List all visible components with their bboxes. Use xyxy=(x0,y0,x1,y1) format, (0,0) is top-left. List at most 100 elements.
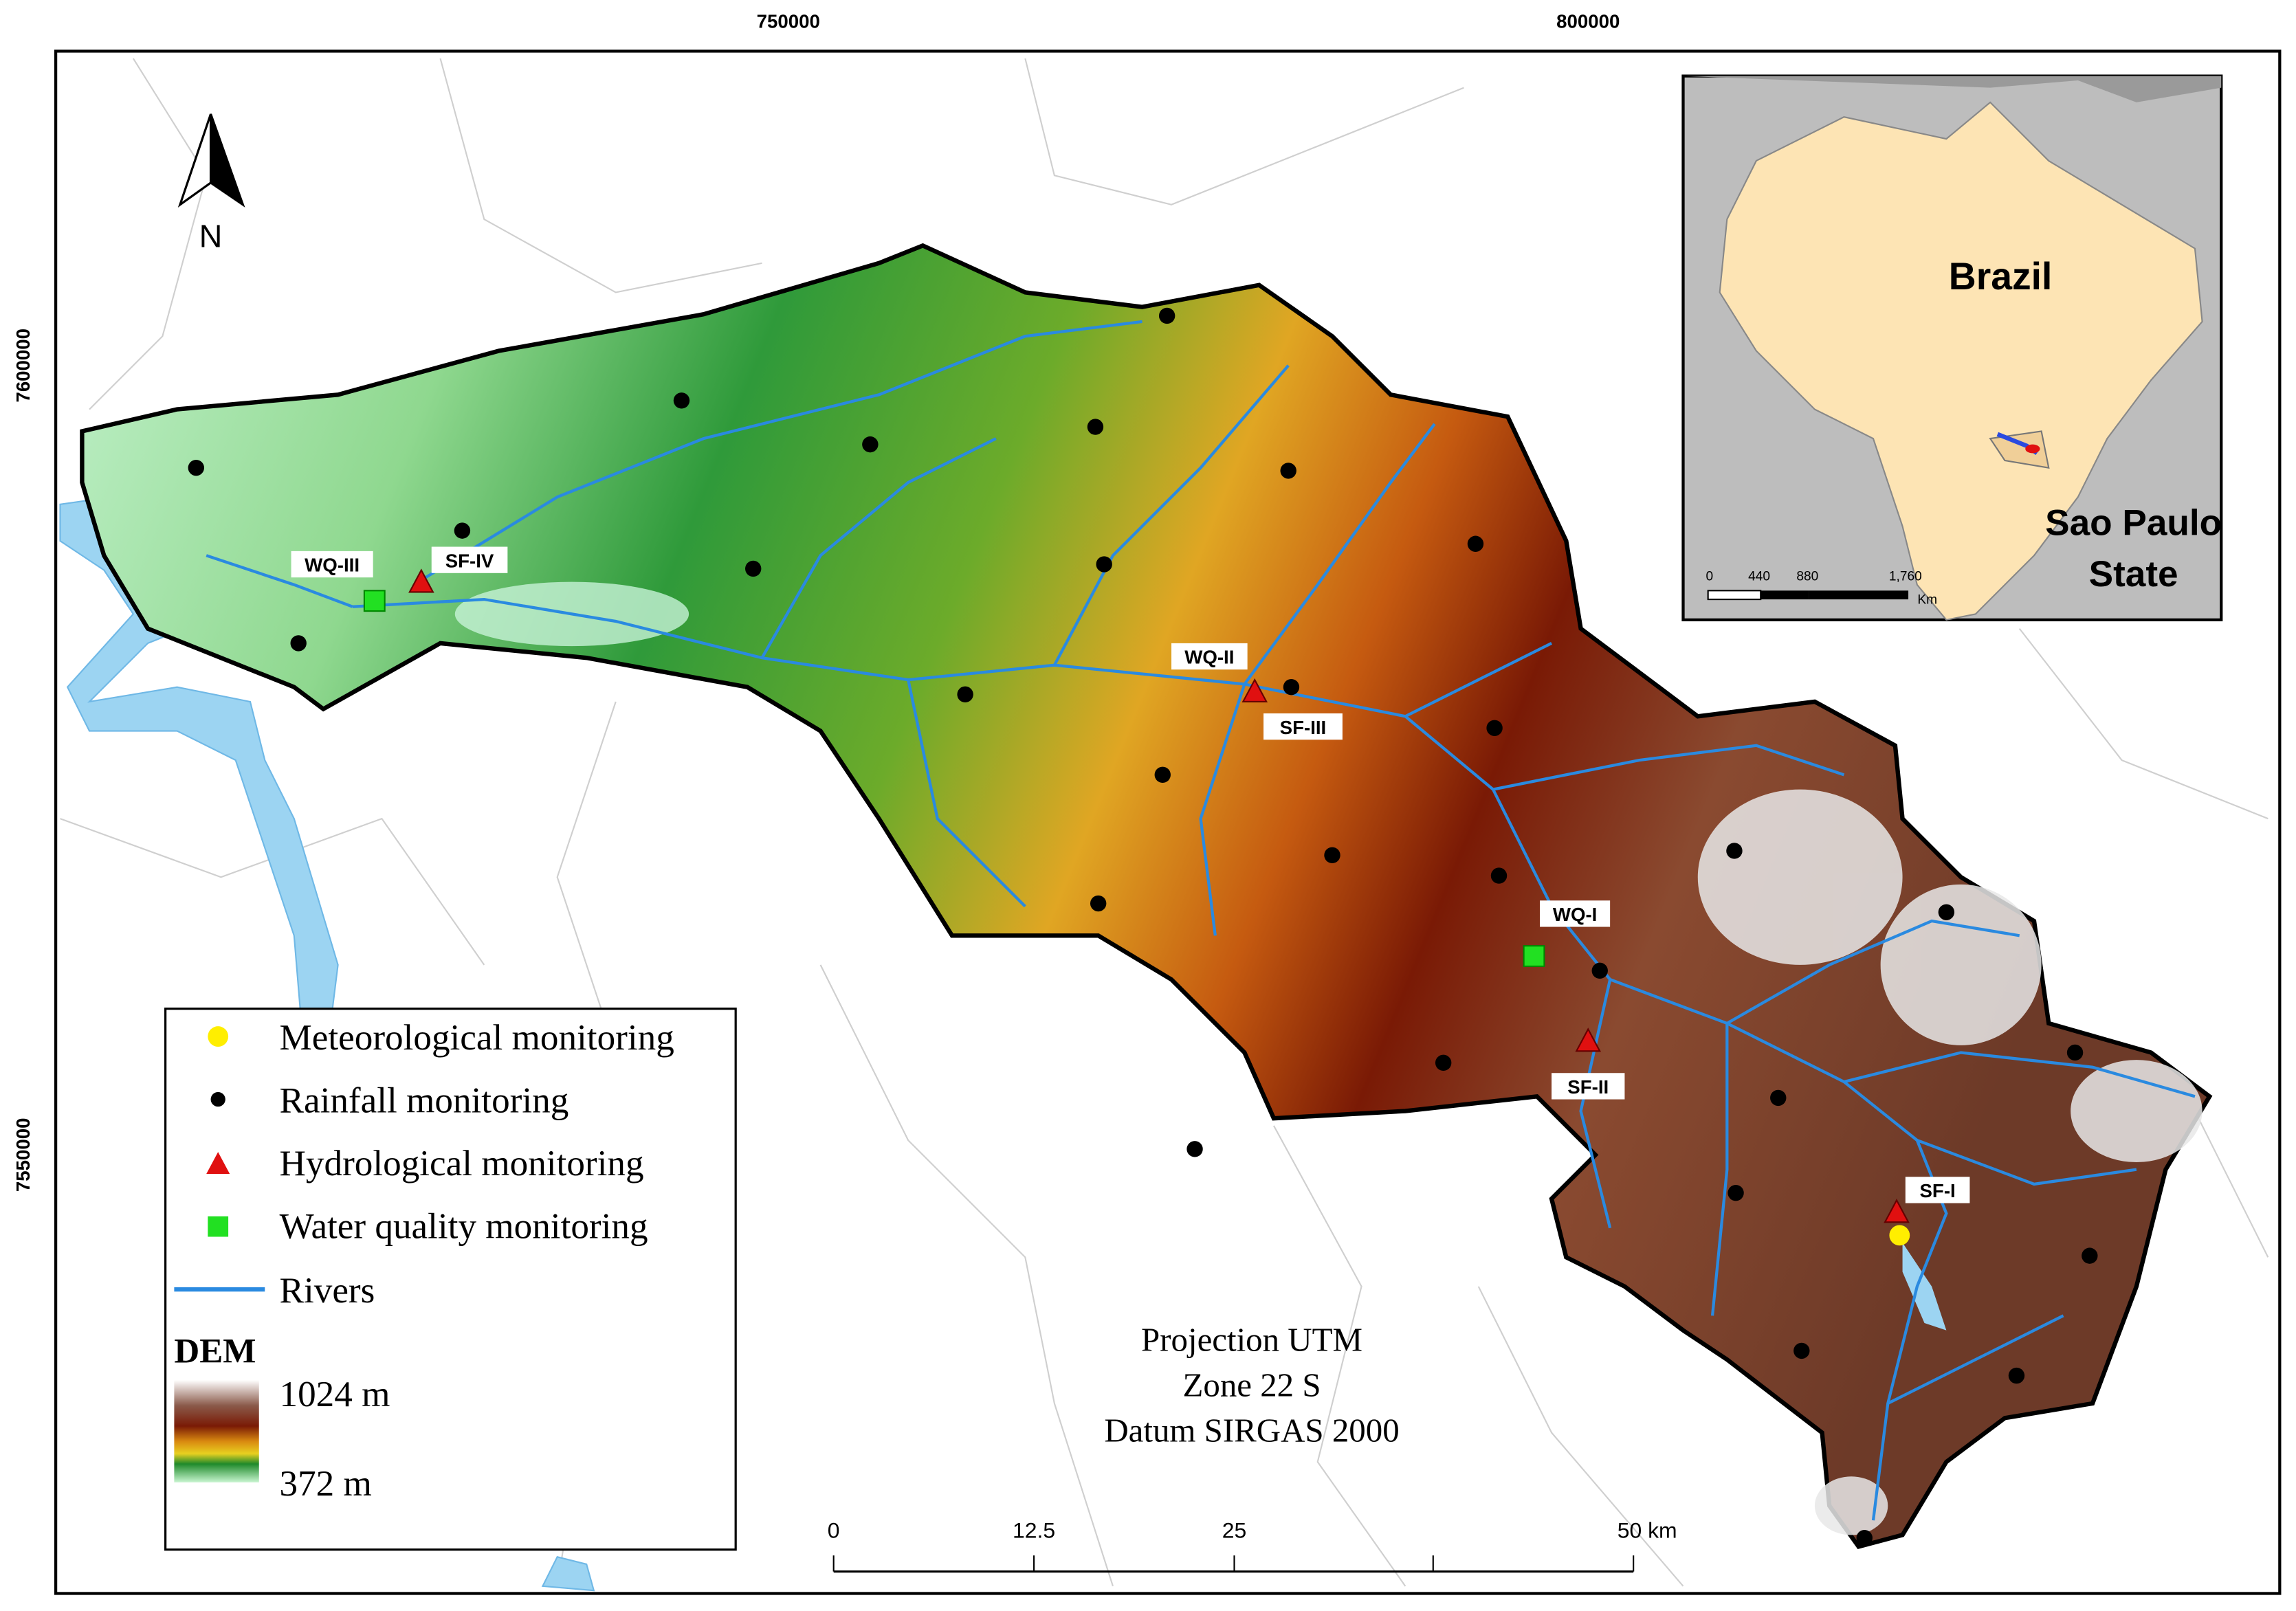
state-label: Sao Paulo xyxy=(2045,502,2222,543)
label-box xyxy=(1540,900,1611,927)
rainfall-station xyxy=(1280,463,1296,479)
rainfall-station xyxy=(673,392,690,409)
station-label: SF-II xyxy=(1567,1076,1609,1098)
rainfall-station xyxy=(1486,720,1503,736)
rainfall-station xyxy=(1186,1141,1203,1157)
rainfall-station xyxy=(1727,1184,1744,1201)
scale-label: 12.5 xyxy=(1013,1518,1055,1543)
water-quality-station xyxy=(363,590,386,612)
legend-label: Rivers xyxy=(280,1270,375,1311)
label-box xyxy=(431,546,508,573)
legend-symbol xyxy=(208,1026,229,1047)
basin-location xyxy=(2025,444,2040,454)
station-label: WQ-III xyxy=(305,555,360,576)
x-coordinate: 800000 xyxy=(1556,10,1620,32)
scale-segment xyxy=(1760,590,1809,600)
legend-symbol xyxy=(208,1216,229,1237)
rainfall-station xyxy=(957,686,973,703)
station-label: WQ-II xyxy=(1184,647,1234,668)
station-label: SF-III xyxy=(1280,717,1327,738)
rainfall-station xyxy=(1154,766,1171,784)
legend-label: Meteorological monitoring xyxy=(280,1017,674,1058)
rainfall-station xyxy=(1591,962,1608,979)
scale-segment xyxy=(1809,590,1909,600)
rainfall-station xyxy=(454,522,471,539)
north-arrow: N xyxy=(177,113,245,254)
scale-label: 0 xyxy=(828,1518,840,1543)
hydrological-station xyxy=(1241,678,1268,703)
rainfall-station xyxy=(290,635,307,652)
rainfall-station xyxy=(1726,843,1743,859)
rainfall-station xyxy=(1324,847,1340,864)
dem-title: DEM xyxy=(174,1332,256,1370)
hydrological-station xyxy=(1575,1027,1602,1052)
rivers xyxy=(206,320,2196,1521)
projection-text: Projection UTM xyxy=(1141,1320,1362,1358)
hydrological-station xyxy=(408,568,434,593)
rainfall-station xyxy=(2082,1247,2098,1264)
rainfall-station xyxy=(2008,1367,2025,1384)
state-label: State xyxy=(2089,554,2178,595)
x-coordinate: 750000 xyxy=(757,10,820,32)
legend-box xyxy=(164,1008,737,1551)
rainfall-station xyxy=(1467,535,1484,552)
projection-text: Datum SIRGAS 2000 xyxy=(1104,1411,1399,1449)
rainfall-station xyxy=(745,560,762,577)
rainfall-station xyxy=(1435,1054,1452,1071)
boundaries xyxy=(60,58,2269,1587)
legend-symbol xyxy=(206,1152,230,1175)
scale-label: 1,760 xyxy=(1889,569,1922,584)
legend-label: Hydrological monitoring xyxy=(280,1143,644,1184)
inset-map: Brazil Sao Paulo State 0 440 880 1,760 K… xyxy=(1681,74,2223,621)
station-label: SF-I xyxy=(1919,1180,1955,1201)
rainfall-station xyxy=(1283,679,1300,696)
station-label: WQ-I xyxy=(1553,904,1597,925)
inset-scale: 0 440 880 1,760 Km xyxy=(1706,569,1937,607)
water-quality-station xyxy=(1523,945,1545,968)
y-coordinate: 7550000 xyxy=(12,1118,34,1192)
scale-label: Km xyxy=(1917,592,1937,607)
north-label: N xyxy=(199,218,223,254)
projection-text: Zone 22 S xyxy=(1182,1366,1321,1403)
legend: Meteorological monitoring Rainfall monit… xyxy=(164,1008,737,1551)
label-box xyxy=(1552,1073,1625,1100)
reservoir xyxy=(1902,1242,1947,1331)
arrow-half xyxy=(209,113,245,208)
y-coordinate: 7600000 xyxy=(12,329,34,403)
basin xyxy=(80,243,2213,1550)
rainfall-station xyxy=(1090,895,1107,912)
station-labels: WQ-III SF-IV WQ-II SF-III WQ-I SF-II SF-… xyxy=(291,546,1970,1203)
rainfall-station xyxy=(2066,1044,2084,1061)
rainfall-station xyxy=(1087,419,1104,435)
sao-paulo-state xyxy=(1989,430,2050,469)
rainfall-stations xyxy=(188,307,2098,1546)
meteorological-station xyxy=(1889,1225,1910,1246)
rainfall-station xyxy=(1938,904,1955,920)
label-box xyxy=(1263,713,1343,740)
dem-min: 372 m xyxy=(280,1463,372,1504)
hydrological-station xyxy=(1884,1199,1910,1223)
station-label: SF-IV xyxy=(445,550,494,571)
rainfall-station xyxy=(1770,1089,1787,1107)
scale-label: 25 xyxy=(1222,1518,1246,1543)
scale-label: 880 xyxy=(1796,569,1818,584)
legend-label: Rainfall monitoring xyxy=(280,1080,569,1121)
rainfall-station xyxy=(1856,1529,1873,1546)
rainfall-station xyxy=(1096,556,1112,573)
legend-label: Water quality monitoring xyxy=(280,1206,648,1247)
ocean xyxy=(1683,76,2222,102)
rainfall-station xyxy=(862,436,879,453)
stations xyxy=(363,568,1910,1246)
label-box xyxy=(1171,643,1248,670)
high-terrain xyxy=(1697,789,2203,1535)
rainfall-station xyxy=(1158,307,1175,324)
label-box xyxy=(291,551,373,578)
scale-label: 50 km xyxy=(1618,1518,1677,1543)
country-label: Brazil xyxy=(1949,255,2053,298)
scale-segment xyxy=(1707,590,1762,601)
rainfall-station xyxy=(1793,1342,1810,1359)
legend-symbol xyxy=(210,1091,225,1107)
rainfall-station xyxy=(1490,867,1508,884)
